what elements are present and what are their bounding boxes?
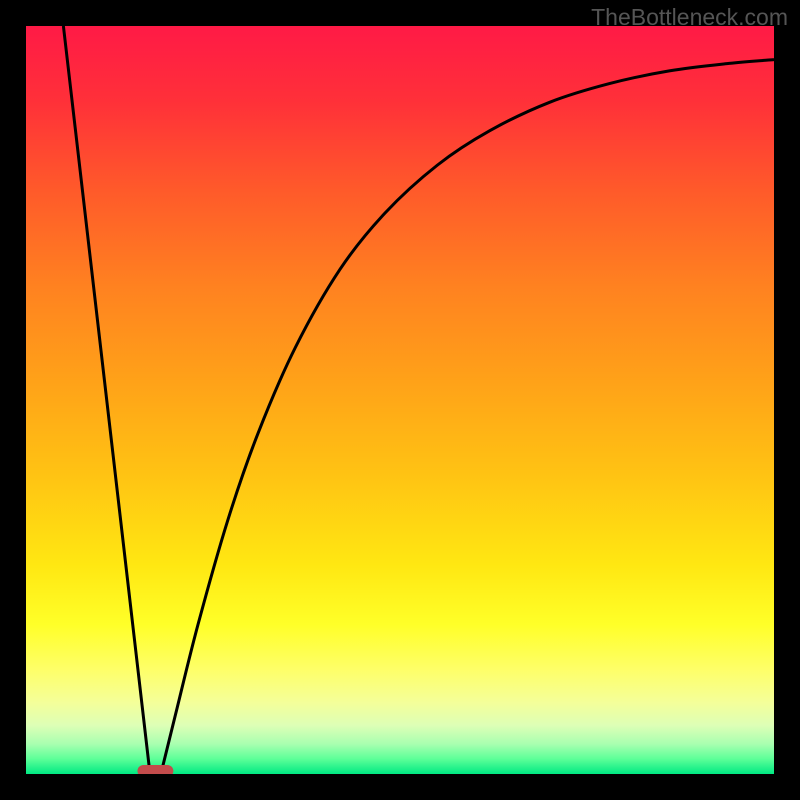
watermark-text: TheBottleneck.com (591, 4, 788, 31)
chart-canvas (0, 0, 800, 800)
bottleneck-chart: TheBottleneck.com (0, 0, 800, 800)
